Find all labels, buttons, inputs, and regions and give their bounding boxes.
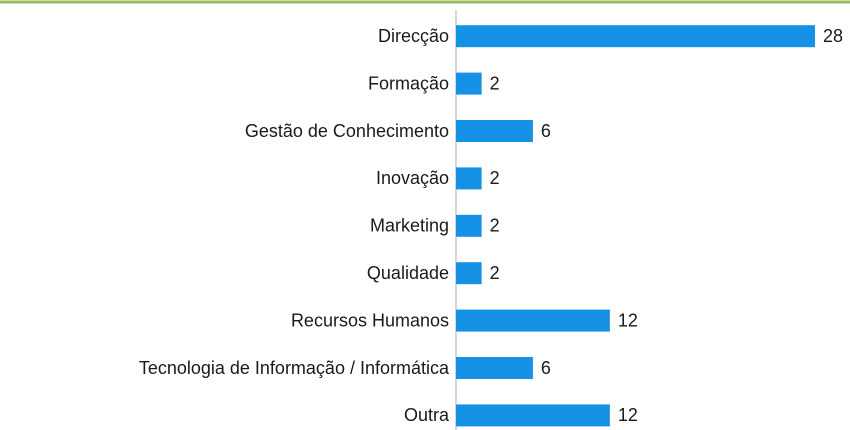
category-label: Qualidade: [367, 263, 449, 283]
bar: [456, 262, 482, 285]
bar: [456, 357, 533, 379]
data-label: 12: [618, 405, 638, 425]
bar: [456, 404, 610, 427]
bar: [456, 309, 610, 332]
data-label: 2: [490, 73, 500, 93]
data-label: 12: [618, 310, 638, 330]
bar: [456, 25, 815, 48]
category-label: Direcção: [378, 26, 449, 46]
data-label: 2: [490, 263, 500, 283]
category-label: Gestão de Conhecimento: [245, 121, 449, 141]
bar: [456, 214, 482, 237]
bar: [456, 167, 482, 190]
data-label: 6: [541, 358, 551, 378]
category-label: Tecnologia de Informação / Informática: [139, 358, 450, 378]
data-label: 28: [823, 26, 843, 46]
category-label: Outra: [404, 405, 450, 425]
category-label: Recursos Humanos: [291, 310, 449, 330]
bar: [456, 120, 533, 142]
data-label: 2: [490, 216, 500, 236]
category-label: Inovação: [376, 168, 449, 188]
bar: [456, 72, 482, 95]
data-label: 6: [541, 121, 551, 141]
category-label: Marketing: [370, 216, 449, 236]
data-label: 2: [490, 168, 500, 188]
category-label: Formação: [368, 73, 449, 93]
